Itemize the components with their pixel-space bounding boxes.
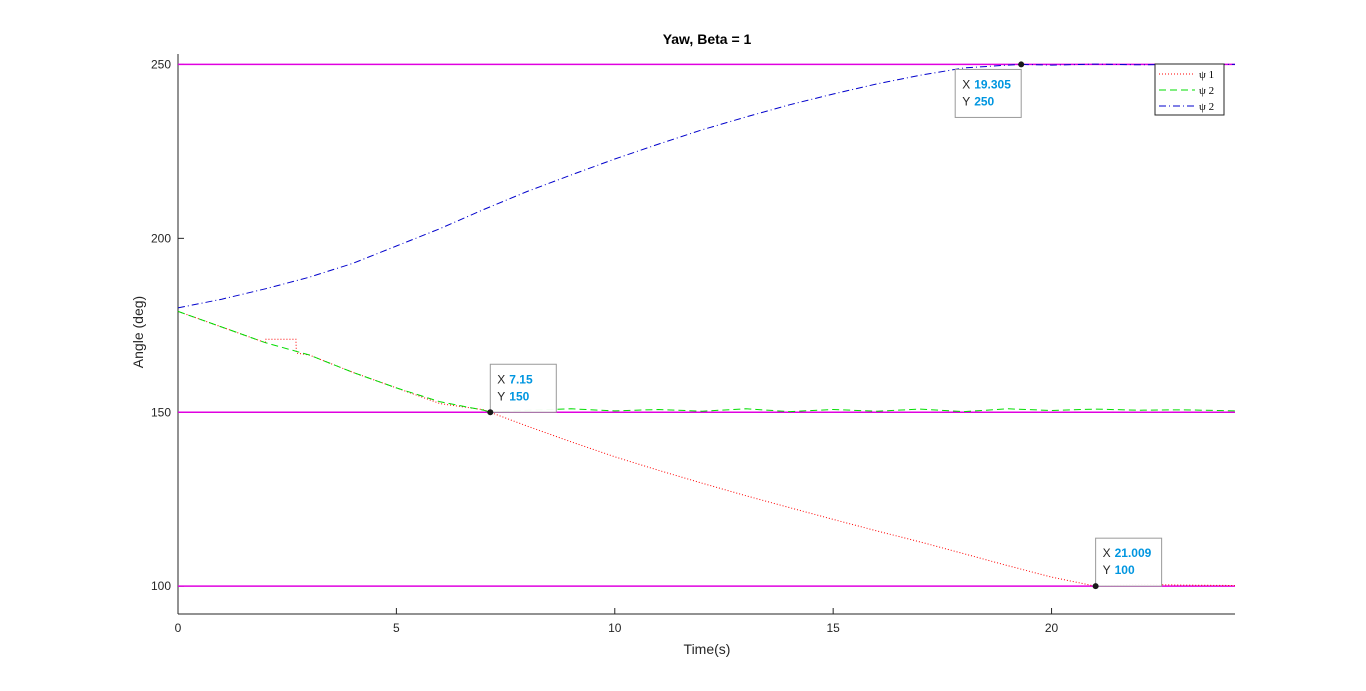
datatip-3[interactable]: X 21.009 Y 100 xyxy=(1092,537,1163,590)
datatip-x-value: 7.15 xyxy=(509,372,533,386)
series-line-2 xyxy=(177,310,1236,413)
datatip-box xyxy=(1095,537,1163,587)
x-tick-label: 15 xyxy=(826,621,840,635)
datatip-y-label: Y xyxy=(962,94,970,108)
datatip-x-label: X xyxy=(962,77,970,91)
y-tick-label: 200 xyxy=(151,231,171,245)
series-line-1 xyxy=(177,310,1236,587)
legend-label-2: ψ 2 xyxy=(1199,85,1214,97)
datatip-2[interactable]: X 7.15 Y 150 xyxy=(487,363,557,416)
datatip-marker xyxy=(487,409,494,416)
axes[interactable]: 0 5 10 15 20 100 150 200 250 xyxy=(151,54,1235,635)
y-axis-label: Angle (deg) xyxy=(130,296,146,368)
datatip-y-label: Y xyxy=(497,389,505,403)
chart-title: Yaw, Beta = 1 xyxy=(663,31,752,47)
x-tick-label: 0 xyxy=(175,621,182,635)
datatip-x-value: 21.009 xyxy=(1115,546,1152,560)
datatip-layer: X 19.305 Y 250 X 7.15 Y 150 X 21.009 Y 100 xyxy=(487,61,1163,590)
series-line-3 xyxy=(177,63,1235,309)
legend-label-3: ψ 2 xyxy=(1199,101,1214,113)
x-tick-label: 20 xyxy=(1045,621,1059,635)
y-tick-label: 150 xyxy=(151,405,171,419)
datatip-box xyxy=(489,363,557,413)
legend[interactable]: ψ 1 ψ 2 ψ 2 xyxy=(1154,63,1225,116)
datatip-x-label: X xyxy=(497,372,505,386)
datatip-1[interactable]: X 19.305 Y 250 xyxy=(954,61,1025,118)
reference-lines xyxy=(178,63,1235,587)
x-tick-label: 5 xyxy=(393,621,400,635)
datatip-marker xyxy=(1092,583,1099,590)
legend-label-1: ψ 1 xyxy=(1199,69,1214,81)
datatip-x-value: 19.305 xyxy=(974,77,1011,91)
x-axis-label: Time(s) xyxy=(684,641,731,657)
series-layer xyxy=(177,63,1236,587)
datatip-x-label: X xyxy=(1103,546,1111,560)
y-tick-label: 100 xyxy=(151,579,171,593)
x-tick-label: 10 xyxy=(608,621,622,635)
datatip-y-value: 250 xyxy=(974,94,994,108)
datatip-y-value: 100 xyxy=(1115,563,1135,577)
datatip-y-value: 150 xyxy=(509,389,529,403)
y-tick-label: 250 xyxy=(151,57,171,71)
datatip-marker xyxy=(1018,61,1025,68)
datatip-box xyxy=(954,68,1022,118)
datatip-y-label: Y xyxy=(1103,563,1111,577)
